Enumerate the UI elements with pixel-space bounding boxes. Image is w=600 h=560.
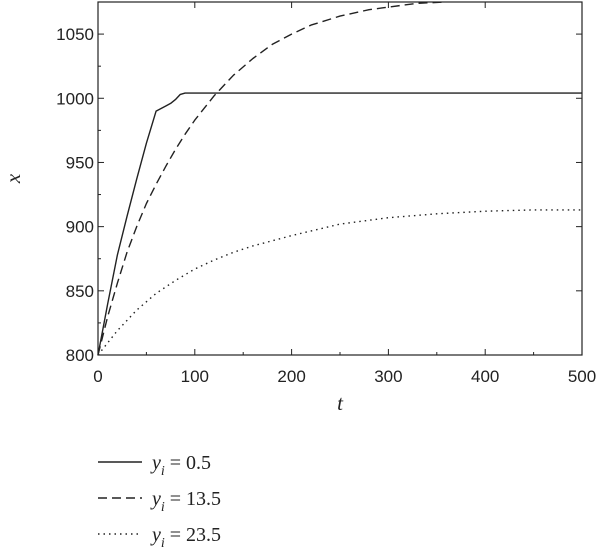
series-line-3 — [97, 209, 582, 356]
y-tick-label: 1050 — [56, 25, 94, 44]
y-tick-label: 850 — [66, 282, 94, 301]
series-line-2 — [97, 1, 447, 356]
legend-label-2: yi = 13.5 — [150, 488, 221, 515]
legend-label-3: yi = 23.5 — [150, 524, 221, 551]
x-tick-label: 100 — [181, 367, 209, 386]
legend: yi = 0.5 yi = 13.5 yi = 23.5 — [98, 452, 221, 551]
y-axis-label: x — [1, 173, 25, 184]
y-tick-label: 900 — [66, 218, 94, 237]
y-tick-label: 1000 — [56, 89, 94, 108]
x-tick-label: 400 — [471, 367, 499, 386]
x-axis-label: t — [337, 391, 344, 415]
x-tick-label: 500 — [568, 367, 596, 386]
y-tick-label: 800 — [66, 346, 94, 365]
series-lines — [97, 1, 582, 356]
x-tick-label: 300 — [374, 367, 402, 386]
axes: 0 100 200 300 400 500 800 850 900 950 1000 1050 — [56, 1, 596, 386]
x-tick-label: 0 — [93, 367, 102, 386]
y-tick-label: 950 — [66, 153, 94, 172]
legend-label-1: yi = 0.5 — [150, 452, 211, 479]
series-line-1 — [97, 92, 582, 356]
plot-area — [97, 1, 583, 356]
x-tick-label: 200 — [277, 367, 305, 386]
plot-frame — [97, 1, 583, 356]
